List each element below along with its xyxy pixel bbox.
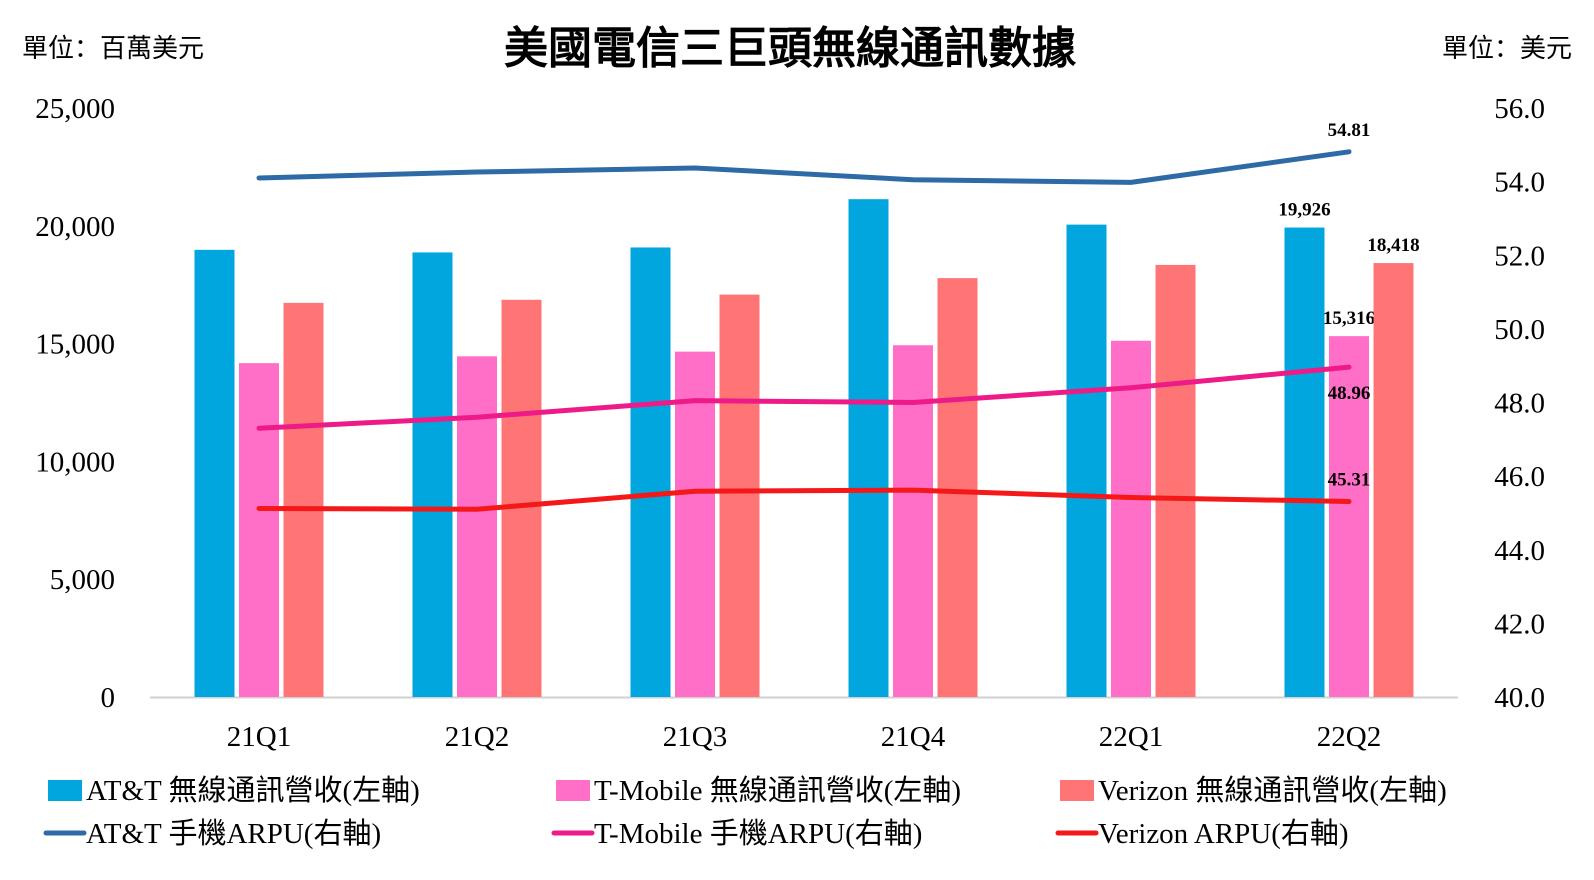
legend: AT&T 無線通訊營收(左軸) T-Mobile 無線通訊營收(左軸) Verizo… — [43, 774, 1447, 850]
left-tick-label: 5,000 — [50, 564, 115, 596]
right-tick-label: 42.0 — [1494, 608, 1545, 640]
bar-data-label: 18,418 — [1367, 235, 1419, 256]
bar — [1155, 264, 1196, 697]
bar — [1066, 224, 1107, 697]
right-unit-label: 單位：美元 — [1442, 34, 1572, 64]
right-axis: 40.0 42.0 44.0 46.0 48.0 50.0 52.0 54.0 56.0 — [1494, 93, 1545, 714]
bar — [194, 249, 235, 697]
legend-label: AT&T 無線通訊營收(左軸) — [86, 774, 420, 807]
line-series-group: 54.81 48.96 45.31 — [256, 120, 1371, 512]
bar — [893, 345, 933, 697]
left-axis: 0 5,000 10,000 15,000 20,000 25,000 — [35, 93, 115, 714]
category-label: 21Q2 — [445, 721, 509, 753]
left-tick-label: 20,000 — [35, 211, 115, 243]
right-tick-label: 48.0 — [1494, 388, 1545, 420]
chart-title: 美國電信三巨頭無線通訊數據 — [504, 23, 1077, 74]
bar — [501, 299, 542, 697]
legend-bar-swatch — [48, 780, 82, 801]
series-line — [256, 487, 1352, 512]
line-data-label: 54.81 — [1328, 120, 1371, 141]
legend-label: Verizon 無線通訊營收(左軸) — [1098, 774, 1447, 807]
bar — [848, 199, 889, 698]
series-line — [256, 364, 1352, 431]
category-label: 22Q2 — [1317, 721, 1381, 753]
line-data-label: 48.96 — [1328, 383, 1371, 404]
bar — [239, 363, 279, 697]
right-tick-label: 50.0 — [1494, 314, 1545, 346]
category-label: 22Q1 — [1099, 721, 1163, 753]
bar — [457, 356, 497, 697]
right-tick-label: 56.0 — [1494, 93, 1545, 125]
legend-label: T-Mobile 手機ARPU(右軸) — [594, 817, 922, 850]
right-tick-label: 54.0 — [1494, 167, 1545, 199]
bar — [1111, 340, 1151, 697]
right-tick-label: 44.0 — [1494, 535, 1545, 567]
legend-bar-swatch — [1060, 780, 1094, 801]
right-tick-label: 40.0 — [1494, 682, 1545, 714]
bar — [937, 278, 978, 697]
category-label: 21Q1 — [227, 721, 291, 753]
bar — [1329, 336, 1369, 697]
left-tick-label: 25,000 — [35, 93, 115, 125]
legend-bar-swatch — [556, 780, 590, 801]
line-data-label: 45.31 — [1328, 470, 1371, 491]
bar — [412, 252, 453, 698]
category-label: 21Q3 — [663, 721, 727, 753]
bar — [675, 351, 715, 697]
category-axis: 21Q1 21Q2 21Q3 21Q4 22Q1 22Q2 — [227, 721, 1381, 753]
left-tick-label: 15,000 — [35, 329, 115, 361]
bar — [719, 294, 760, 697]
series-line — [256, 149, 1352, 185]
bar-data-label: 19,926 — [1278, 200, 1330, 221]
left-tick-label: 10,000 — [35, 446, 115, 478]
right-tick-label: 46.0 — [1494, 461, 1545, 493]
bar — [283, 302, 324, 697]
bar-data-label: 15,316 — [1323, 308, 1375, 329]
category-label: 21Q4 — [881, 721, 946, 753]
legend-label: T-Mobile 無線通訊營收(左軸) — [594, 774, 961, 807]
bar — [630, 247, 671, 697]
left-tick-label: 0 — [101, 682, 116, 714]
legend-label: AT&T 手機ARPU(右軸) — [86, 817, 381, 850]
bar — [1373, 263, 1414, 697]
legend-label: Verizon ARPU(右軸) — [1098, 817, 1349, 850]
left-unit-label: 單位：百萬美元 — [22, 34, 204, 64]
bar — [1284, 227, 1325, 697]
bar-series-group: 19,926 15,316 18,418 — [194, 199, 1420, 698]
right-tick-label: 52.0 — [1494, 240, 1545, 272]
